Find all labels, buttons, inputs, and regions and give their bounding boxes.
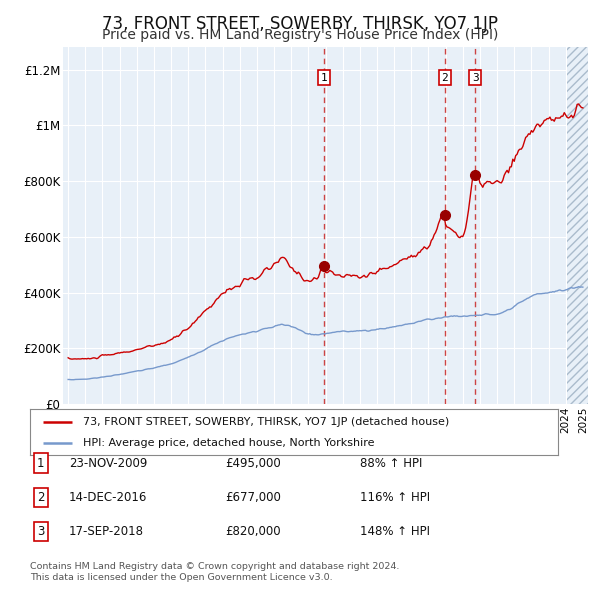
Text: 2: 2 [442,73,448,83]
Text: 1: 1 [320,73,327,83]
Text: 73, FRONT STREET, SOWERBY, THIRSK, YO7 1JP: 73, FRONT STREET, SOWERBY, THIRSK, YO7 1… [102,15,498,33]
Bar [567,47,588,404]
Text: 3: 3 [37,525,44,538]
Text: £495,000: £495,000 [225,457,281,470]
Text: £820,000: £820,000 [225,525,281,538]
Text: HPI: Average price, detached house, North Yorkshire: HPI: Average price, detached house, Nort… [83,438,374,448]
Text: Contains HM Land Registry data © Crown copyright and database right 2024.
This d: Contains HM Land Registry data © Crown c… [30,562,400,582]
Text: 2: 2 [37,491,44,504]
Text: 73, FRONT STREET, SOWERBY, THIRSK, YO7 1JP (detached house): 73, FRONT STREET, SOWERBY, THIRSK, YO7 1… [83,417,449,427]
Text: 116% ↑ HPI: 116% ↑ HPI [360,491,430,504]
Text: 1: 1 [37,457,44,470]
Text: Price paid vs. HM Land Registry's House Price Index (HPI): Price paid vs. HM Land Registry's House … [102,28,498,42]
Text: 3: 3 [472,73,478,83]
Text: 88% ↑ HPI: 88% ↑ HPI [360,457,422,470]
Text: 14-DEC-2016: 14-DEC-2016 [69,491,148,504]
Text: 23-NOV-2009: 23-NOV-2009 [69,457,148,470]
Text: 148% ↑ HPI: 148% ↑ HPI [360,525,430,538]
Text: 17-SEP-2018: 17-SEP-2018 [69,525,144,538]
Text: £677,000: £677,000 [225,491,281,504]
